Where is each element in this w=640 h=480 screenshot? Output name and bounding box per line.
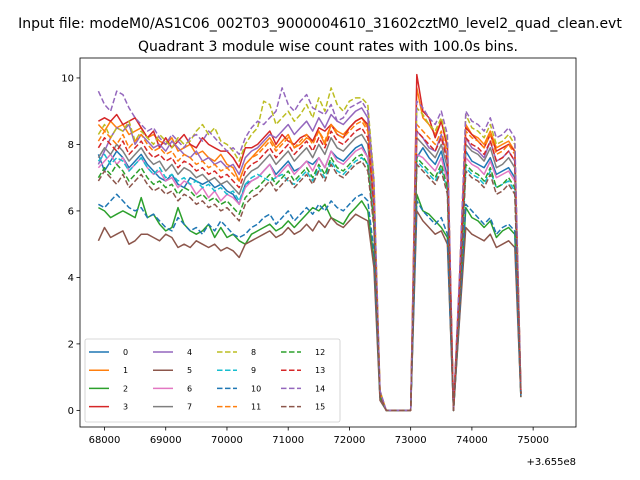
- legend-label-0: 0: [123, 348, 128, 357]
- legend-label-3: 3: [123, 403, 128, 412]
- y-tick-label: 4: [68, 273, 74, 284]
- legend-label-8: 8: [251, 348, 256, 357]
- series-line-13: [97, 127, 522, 412]
- x-tick-label: 72000: [334, 435, 366, 446]
- legend-label-4: 4: [187, 348, 192, 357]
- y-axis: 0 2 4 6 8 10: [61, 73, 80, 417]
- y-tick-label: 0: [68, 406, 74, 417]
- figure-suptitle: Input file: modeM0/AS1C06_002T03_9000004…: [18, 16, 622, 32]
- legend-label-6: 6: [187, 384, 192, 393]
- x-offset-label: +3.655e8: [526, 457, 576, 468]
- y-tick-label: 8: [68, 140, 74, 151]
- legend-label-5: 5: [187, 366, 192, 375]
- x-tick-label: 71000: [272, 435, 304, 446]
- x-axis: 68000 69000 70000 71000 72000 73000 74000 75000: [89, 427, 549, 446]
- legend-label-11: 11: [251, 403, 261, 412]
- chart-title: Quadrant 3 module wise count rates with …: [138, 39, 518, 55]
- series-line-14: [97, 87, 522, 412]
- legend-label-10: 10: [251, 384, 261, 393]
- legend-label-9: 9: [251, 366, 256, 375]
- x-tick-label: 75000: [517, 435, 549, 446]
- legend-label-1: 1: [123, 366, 128, 375]
- legend-label-13: 13: [315, 366, 325, 375]
- series-layer: [97, 73, 522, 412]
- legend-label-12: 12: [315, 348, 325, 357]
- legend-label-2: 2: [123, 384, 128, 393]
- legend-box: [84, 338, 341, 423]
- legend-label-15: 15: [315, 403, 325, 412]
- x-tick-label: 69000: [150, 435, 182, 446]
- y-tick-label: 10: [61, 73, 74, 84]
- x-tick-label: 73000: [395, 435, 427, 446]
- y-tick-label: 2: [68, 339, 74, 350]
- legend-label-7: 7: [187, 403, 192, 412]
- legend-label-14: 14: [315, 384, 325, 393]
- x-tick-label: 70000: [211, 435, 243, 446]
- y-tick-label: 6: [68, 206, 74, 217]
- x-tick-label: 68000: [89, 435, 121, 446]
- series-line-15: [97, 160, 522, 412]
- plot-frame: [79, 57, 577, 428]
- x-tick-label: 74000: [456, 435, 488, 446]
